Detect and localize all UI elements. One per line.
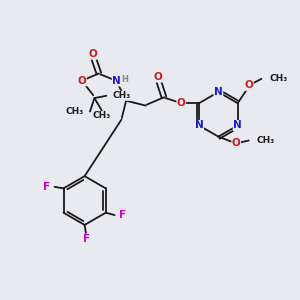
- Text: N: N: [112, 76, 121, 86]
- Text: O: O: [232, 139, 241, 148]
- Text: O: O: [88, 49, 97, 59]
- Text: CH₃: CH₃: [257, 136, 275, 145]
- Text: O: O: [244, 80, 253, 90]
- Text: N: N: [214, 87, 223, 97]
- Text: N: N: [195, 121, 203, 130]
- Text: F: F: [119, 210, 126, 220]
- Text: CH₃: CH₃: [93, 112, 111, 121]
- Text: F: F: [83, 234, 90, 244]
- Text: CH₃: CH₃: [270, 74, 288, 83]
- Text: N: N: [233, 121, 242, 130]
- Text: H: H: [122, 75, 128, 84]
- Text: O: O: [78, 76, 86, 86]
- Text: F: F: [43, 182, 50, 192]
- Text: CH₃: CH₃: [112, 91, 130, 100]
- Text: CH₃: CH₃: [65, 107, 83, 116]
- Text: O: O: [154, 72, 162, 82]
- Text: O: O: [177, 98, 186, 108]
